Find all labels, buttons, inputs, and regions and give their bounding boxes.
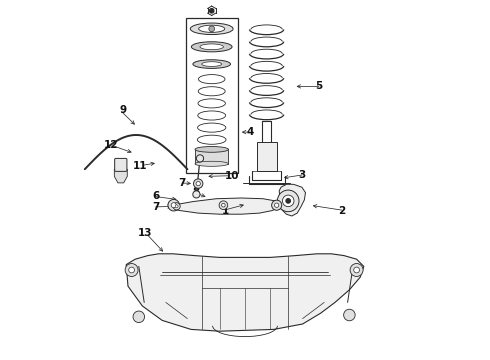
Circle shape	[286, 199, 291, 203]
Polygon shape	[171, 198, 281, 214]
Ellipse shape	[200, 44, 223, 50]
Circle shape	[193, 191, 200, 198]
Circle shape	[274, 203, 279, 207]
Text: 7: 7	[152, 202, 159, 212]
Circle shape	[168, 199, 179, 211]
Circle shape	[354, 267, 360, 273]
FancyBboxPatch shape	[115, 158, 127, 171]
Circle shape	[175, 205, 178, 208]
Text: 7: 7	[178, 178, 186, 188]
Circle shape	[221, 203, 225, 207]
Ellipse shape	[190, 23, 233, 35]
Text: 5: 5	[315, 81, 322, 91]
Circle shape	[133, 311, 145, 323]
Ellipse shape	[195, 161, 228, 166]
Polygon shape	[257, 142, 277, 171]
Circle shape	[125, 264, 138, 276]
Text: 2: 2	[339, 206, 346, 216]
Text: 12: 12	[104, 140, 118, 150]
Text: 11: 11	[133, 161, 147, 171]
Circle shape	[171, 203, 176, 208]
Circle shape	[210, 9, 214, 13]
Text: 3: 3	[298, 170, 306, 180]
Circle shape	[350, 264, 363, 276]
Circle shape	[277, 190, 299, 212]
Ellipse shape	[198, 25, 225, 32]
Circle shape	[282, 195, 294, 207]
Text: 8: 8	[192, 186, 199, 197]
Circle shape	[173, 203, 180, 210]
Text: 13: 13	[138, 228, 152, 238]
Circle shape	[194, 179, 203, 188]
Polygon shape	[114, 169, 127, 183]
Circle shape	[129, 267, 134, 273]
Text: 1: 1	[221, 206, 229, 216]
Text: 4: 4	[246, 127, 253, 137]
Polygon shape	[195, 149, 228, 164]
Text: 10: 10	[225, 171, 240, 181]
Circle shape	[343, 309, 355, 321]
Ellipse shape	[193, 60, 230, 68]
Circle shape	[196, 181, 200, 186]
Circle shape	[219, 201, 228, 210]
Text: 6: 6	[152, 191, 159, 201]
Ellipse shape	[195, 147, 228, 152]
Bar	[186, 18, 238, 173]
Text: 9: 9	[119, 105, 126, 115]
Circle shape	[271, 200, 282, 210]
Circle shape	[209, 26, 215, 32]
Ellipse shape	[202, 62, 221, 66]
Circle shape	[196, 155, 204, 162]
Polygon shape	[279, 184, 305, 216]
Polygon shape	[126, 254, 364, 331]
Ellipse shape	[191, 42, 232, 52]
